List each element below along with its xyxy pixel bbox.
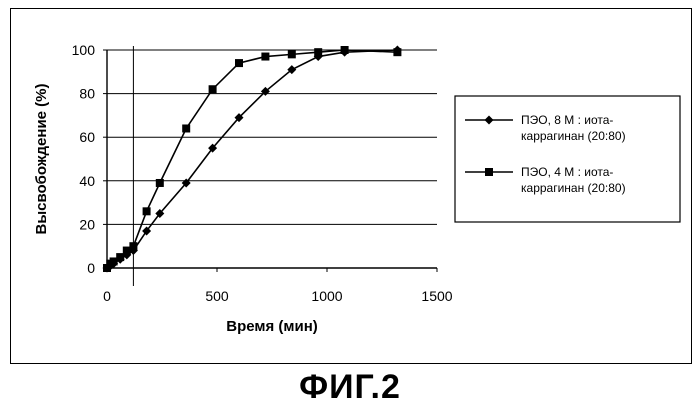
series-1 (103, 46, 402, 273)
legend-label-1-line-1: ПЭО, 8 М : иота- (521, 113, 613, 127)
y-tick-label-80: 80 (79, 86, 95, 102)
series-2-point (235, 59, 243, 67)
figure-caption: ФИГ.2 (0, 368, 700, 407)
axes (103, 46, 437, 286)
legend: ПЭО, 8 М : иота-каррагинан (20:80) ПЭО, 4… (455, 96, 680, 222)
series-2-point (156, 179, 164, 187)
legend-label-1-line-2: каррагинан (20:80) (521, 129, 626, 143)
series-2 (103, 46, 401, 272)
series-2-line (107, 50, 397, 268)
y-tick-label-0: 0 (87, 260, 95, 276)
x-tick-label-1000: 1000 (311, 288, 342, 304)
y-tick-label-40: 40 (79, 173, 95, 189)
y-tick-label-100: 100 (72, 42, 96, 58)
legend-marker-2 (485, 168, 493, 176)
gridlines (107, 50, 437, 224)
x-tick-label-0: 0 (103, 288, 111, 304)
tick-labels: 020406080100050010001500 (72, 42, 453, 304)
series-2-point (393, 48, 401, 56)
y-axis-title: Высвобождение (%) (33, 83, 50, 234)
series-2-point (288, 50, 296, 58)
series-2-point (182, 124, 190, 132)
legend-label-2-line-2: каррагинан (20:80) (521, 181, 626, 195)
x-tick-label-500: 500 (205, 288, 229, 304)
series-2-point (314, 48, 322, 56)
series-2-point (129, 242, 137, 250)
y-tick-label-20: 20 (79, 216, 95, 232)
series-1-line (107, 50, 397, 268)
x-tick-label-1500: 1500 (421, 288, 452, 304)
series-layer (103, 46, 402, 273)
x-axis-title: Время (мин) (226, 318, 318, 335)
legend-label-2-line-1: ПЭО, 4 М : иота- (521, 165, 613, 179)
series-2-point (341, 46, 349, 54)
series-2-point (143, 207, 151, 215)
series-2-point (261, 53, 269, 61)
series-2-point (209, 85, 217, 93)
y-tick-label-60: 60 (79, 129, 95, 145)
